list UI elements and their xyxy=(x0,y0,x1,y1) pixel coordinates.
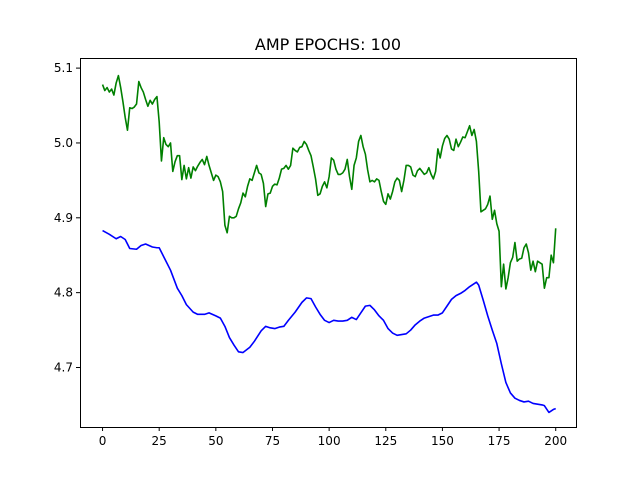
x-tick-label: 25 xyxy=(152,434,167,448)
y-tick-label: 5.0 xyxy=(54,136,73,150)
x-axis: 0 25 50 75 100 125 150 175 200 xyxy=(99,427,567,448)
series-line-1 xyxy=(101,74,557,290)
series-line-2 xyxy=(102,229,556,414)
x-tick-label: 150 xyxy=(431,434,454,448)
y-tick-label: 4.8 xyxy=(54,286,73,300)
x-tick-label: 200 xyxy=(544,434,567,448)
y-tick-label: 4.7 xyxy=(54,360,73,374)
x-tick-label: 125 xyxy=(374,434,397,448)
y-tick-label: 5.1 xyxy=(54,61,73,75)
series-layer xyxy=(101,74,557,414)
x-tick-label: 175 xyxy=(488,434,511,448)
y-tick-label: 4.9 xyxy=(54,211,73,225)
plot-frame xyxy=(80,58,577,428)
x-tick-label: 50 xyxy=(208,434,223,448)
x-tick-label: 100 xyxy=(318,434,341,448)
y-axis: 4.7 4.8 4.9 5.0 5.1 xyxy=(54,61,80,374)
chart-title: AMP EPOCHS: 100 xyxy=(255,35,401,54)
plot-area xyxy=(80,58,576,427)
x-tick-label: 0 xyxy=(99,434,107,448)
x-tick-label: 75 xyxy=(265,434,280,448)
